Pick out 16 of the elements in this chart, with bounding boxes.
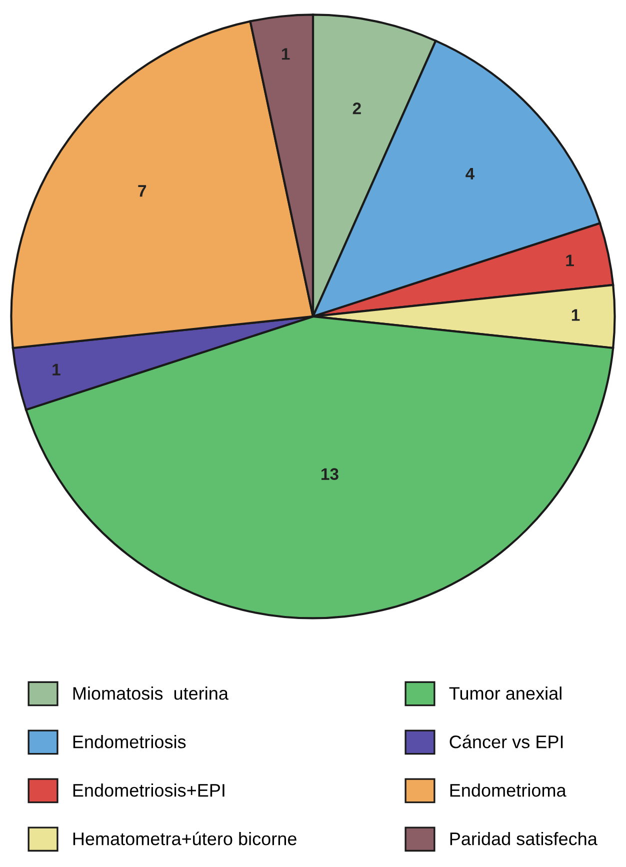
data-label: 7 [138, 185, 146, 197]
data-label: 13 [322, 468, 338, 480]
legend-label: Paridad satisfecha [450, 832, 598, 846]
legend-label: Miomatosis uterina [73, 686, 228, 700]
data-label: 1 [282, 48, 290, 60]
data-label: 1 [52, 364, 60, 376]
data-label: 1 [566, 254, 574, 266]
legend-label: Endometriosis+EPI [73, 784, 224, 797]
data-label: 4 [466, 168, 475, 180]
legend-label: Tumor anexial [449, 686, 562, 700]
legend-label: Endometriosis [73, 735, 186, 748]
legend-label: Endometrioma [450, 784, 566, 797]
data-label: 2 [352, 102, 361, 114]
legend-label: Cáncer vs EPI [450, 734, 563, 748]
legend-label: Hematometra+útero bicorne [73, 832, 296, 846]
data-label: 1 [572, 309, 580, 321]
